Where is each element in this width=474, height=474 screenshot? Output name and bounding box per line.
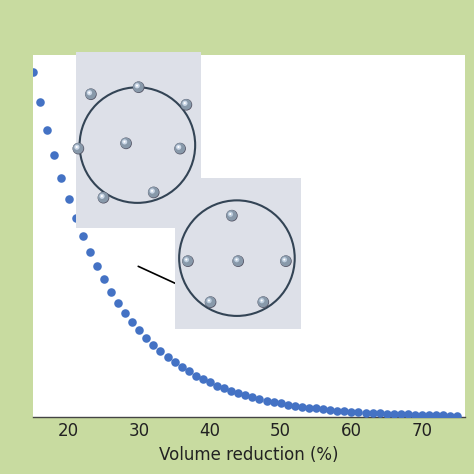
Point <box>143 334 150 342</box>
Point <box>270 398 277 406</box>
Point <box>432 411 440 419</box>
Point <box>51 151 58 159</box>
Point <box>312 405 320 412</box>
Point <box>383 410 391 418</box>
Point <box>319 405 327 413</box>
Point <box>228 387 235 395</box>
Point <box>107 288 115 295</box>
Point <box>291 402 299 410</box>
Point <box>333 407 341 414</box>
Point <box>376 410 383 417</box>
Point <box>390 410 398 418</box>
Point <box>58 174 65 182</box>
Point <box>86 248 93 255</box>
Point <box>418 411 426 419</box>
Point <box>128 318 136 326</box>
Point <box>136 327 143 334</box>
Point <box>397 410 405 418</box>
Point <box>447 412 454 419</box>
Point <box>454 412 461 419</box>
Point <box>199 375 207 383</box>
Point <box>404 410 412 418</box>
Point <box>369 409 376 417</box>
Point <box>284 401 292 408</box>
Point <box>439 411 447 419</box>
Point <box>220 384 228 392</box>
Point <box>347 408 355 415</box>
Point <box>114 299 122 306</box>
Point <box>362 409 369 416</box>
Point <box>79 232 86 239</box>
Point <box>178 363 185 371</box>
Point <box>248 393 256 401</box>
Point <box>157 347 164 355</box>
Point <box>425 411 433 419</box>
X-axis label: Volume reduction (%): Volume reduction (%) <box>159 446 338 464</box>
Point <box>44 126 51 134</box>
Point <box>298 403 306 410</box>
Point <box>242 392 249 399</box>
Point <box>121 309 129 317</box>
Point <box>150 341 157 349</box>
Point <box>29 68 37 75</box>
Point <box>235 389 242 397</box>
Point <box>171 358 178 366</box>
Point <box>72 214 80 222</box>
Point <box>277 400 284 407</box>
Point <box>305 404 313 411</box>
Point <box>206 379 214 386</box>
Point <box>263 397 270 404</box>
Point <box>327 406 334 414</box>
Point <box>185 368 192 375</box>
Point <box>411 411 419 419</box>
Point <box>65 195 73 203</box>
Point <box>213 382 221 389</box>
Point <box>340 407 348 415</box>
Point <box>164 353 171 361</box>
Point <box>93 263 100 270</box>
Point <box>100 276 108 283</box>
Point <box>192 372 200 379</box>
Point <box>355 408 362 416</box>
Point <box>255 395 263 403</box>
Point <box>36 98 44 106</box>
